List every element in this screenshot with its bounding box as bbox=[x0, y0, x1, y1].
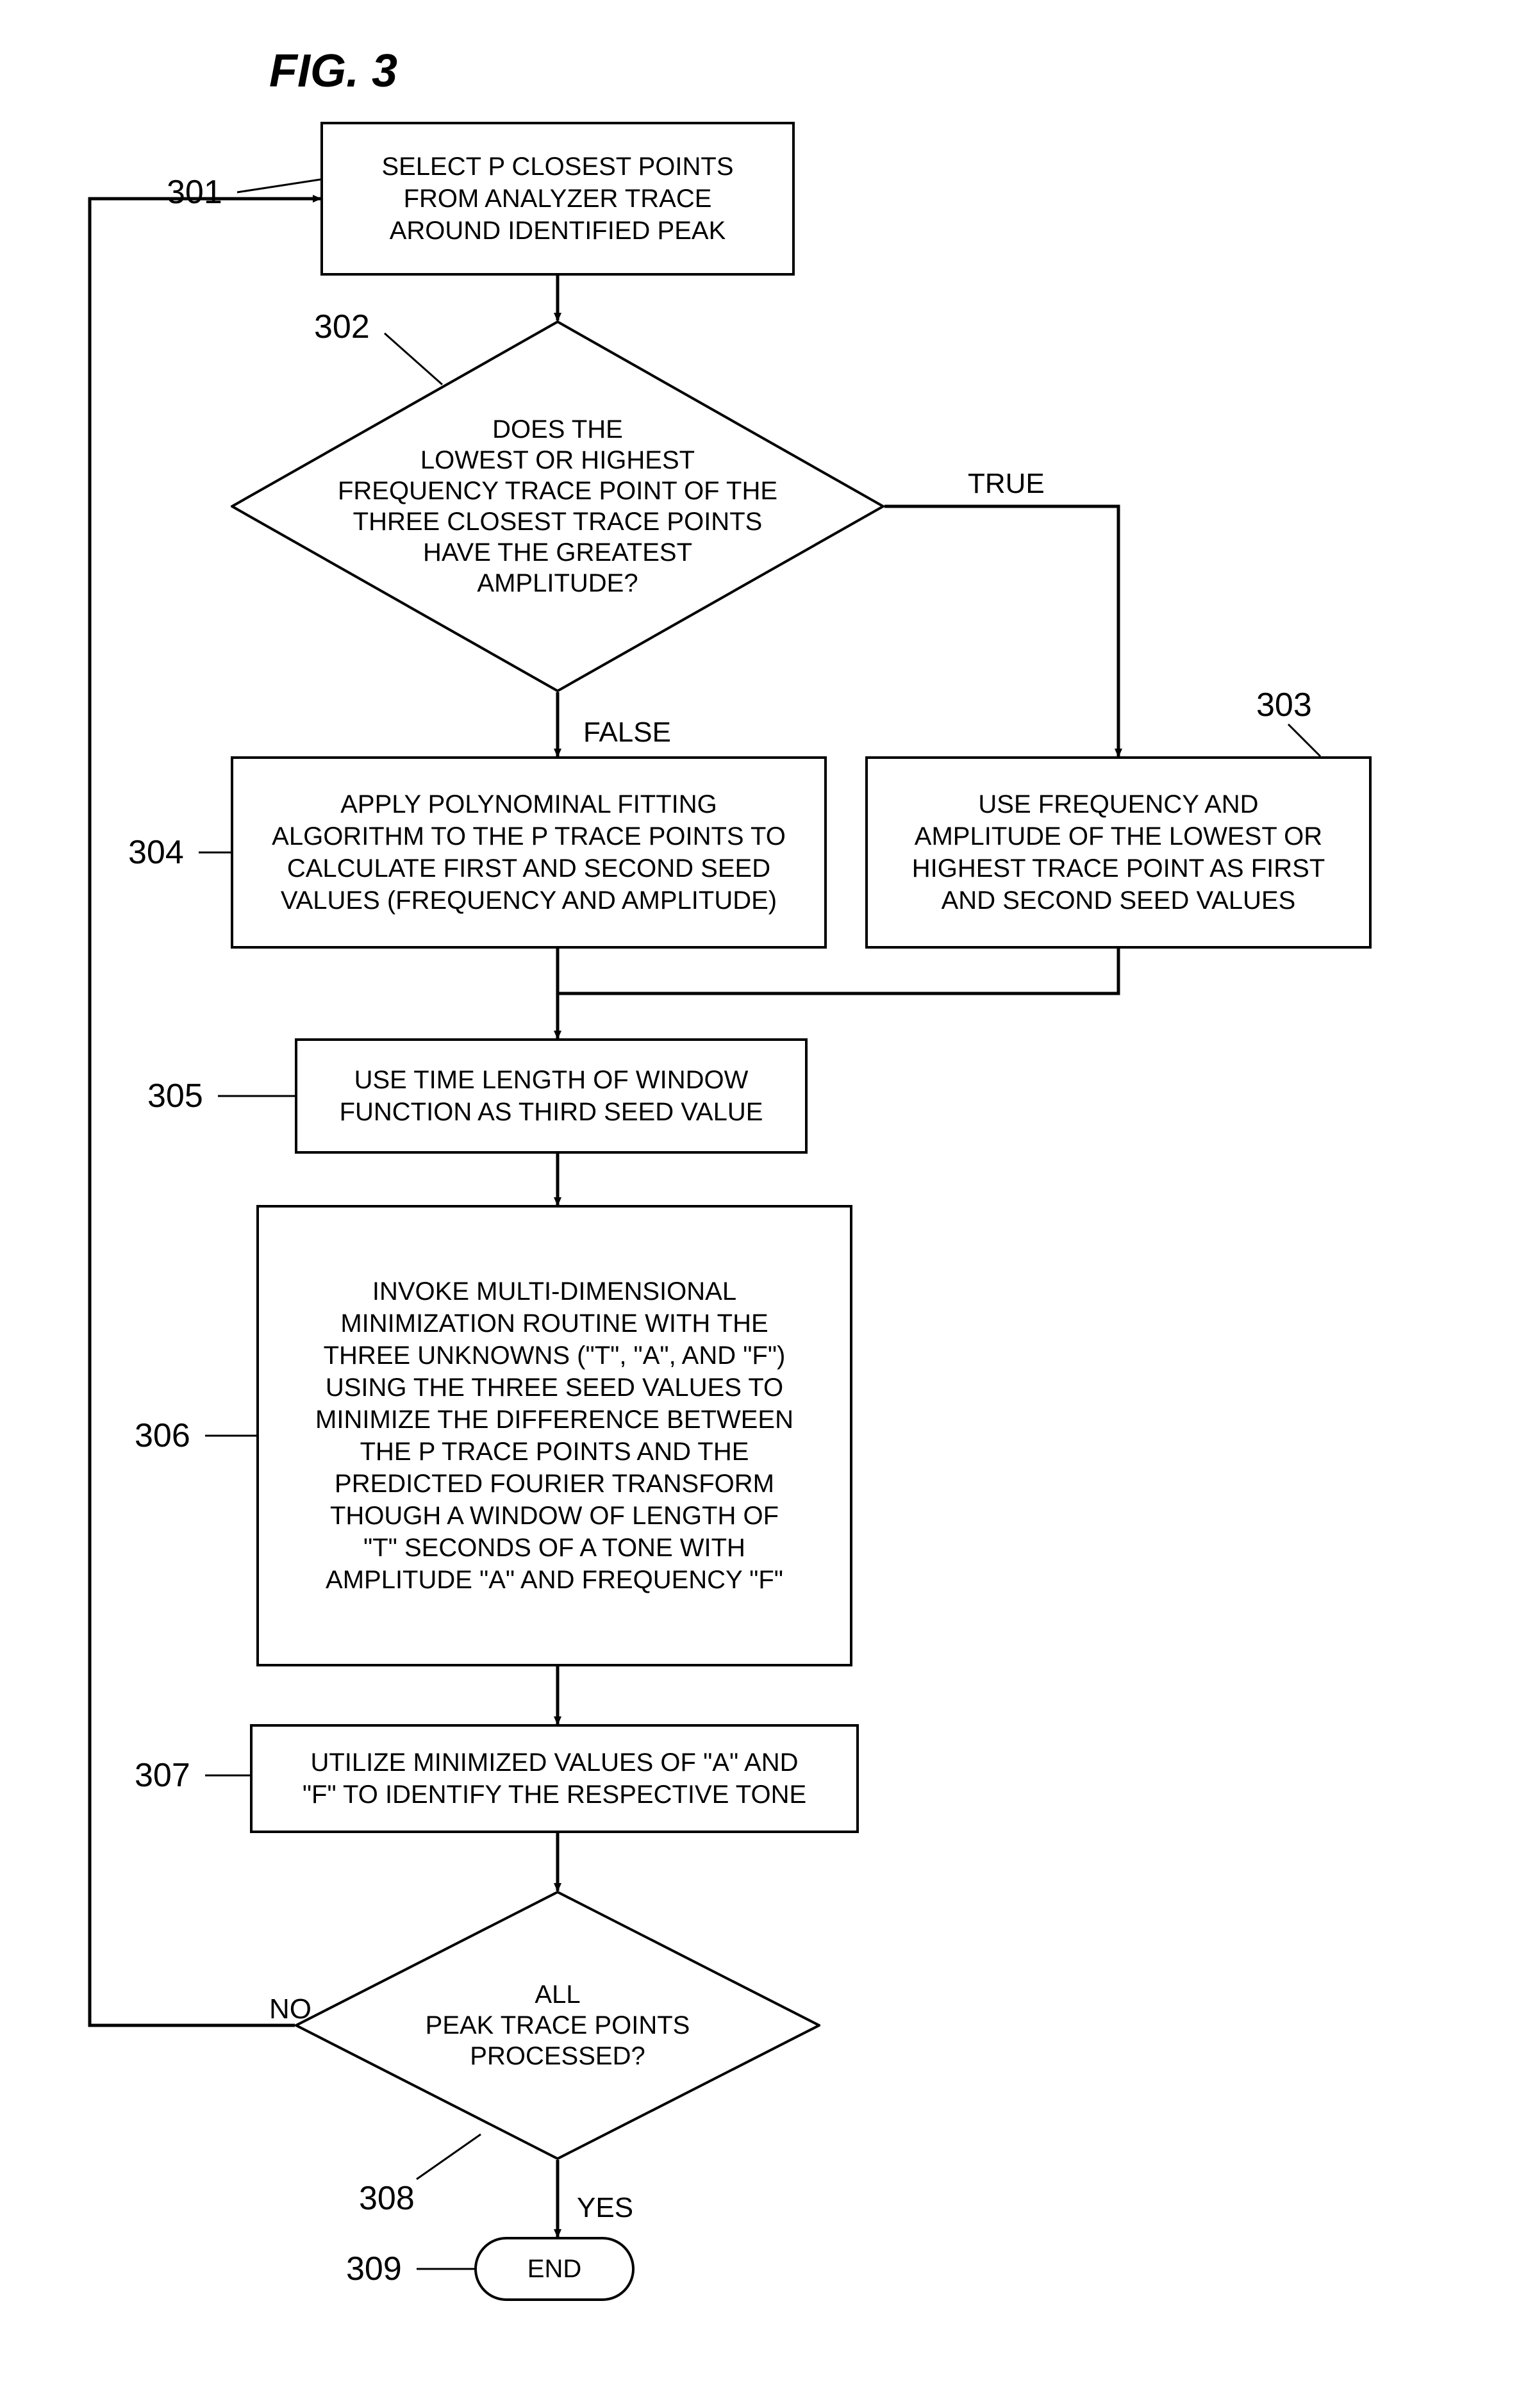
process-n305: USE TIME LENGTH OF WINDOWFUNCTION AS THI… bbox=[295, 1038, 808, 1154]
callout-n301: 301 bbox=[167, 173, 222, 212]
process-n303: USE FREQUENCY ANDAMPLITUDE OF THE LOWEST… bbox=[865, 756, 1372, 949]
callout-n306: 306 bbox=[135, 1416, 190, 1455]
terminator-n309: END bbox=[474, 2237, 635, 2301]
callout-n303: 303 bbox=[1256, 686, 1312, 724]
decision-n308: ALLPEAK TRACE POINTSPROCESSED? bbox=[295, 1891, 820, 2160]
figure-title: FIG. 3 bbox=[269, 45, 397, 97]
edge-label-n302-false: FALSE bbox=[583, 717, 671, 749]
decision-n302: DOES THELOWEST OR HIGHESTFREQUENCY TRACE… bbox=[231, 320, 884, 692]
callout-n304: 304 bbox=[128, 833, 184, 872]
edge-2 bbox=[884, 506, 1118, 756]
callout-n307: 307 bbox=[135, 1756, 190, 1795]
callout-n302: 302 bbox=[314, 308, 370, 346]
edge-label-n302-true: TRUE bbox=[968, 468, 1045, 500]
process-n307: UTILIZE MINIMIZED VALUES OF "A" AND"F" T… bbox=[250, 1724, 859, 1833]
edge-label-n308-no: NO bbox=[269, 1993, 311, 2025]
callout-n305: 305 bbox=[147, 1077, 203, 1115]
callout-n309: 309 bbox=[346, 2250, 402, 2288]
callout-n308: 308 bbox=[359, 2179, 415, 2218]
process-n304: APPLY POLYNOMINAL FITTINGALGORITHM TO TH… bbox=[231, 756, 827, 949]
process-n306: INVOKE MULTI-DIMENSIONALMINIMIZATION ROU… bbox=[256, 1205, 852, 1666]
edge-label-n308-yes: YES bbox=[577, 2192, 633, 2224]
process-n301: SELECT P CLOSEST POINTSFROM ANALYZER TRA… bbox=[320, 122, 795, 276]
edge-4 bbox=[558, 949, 1118, 993]
